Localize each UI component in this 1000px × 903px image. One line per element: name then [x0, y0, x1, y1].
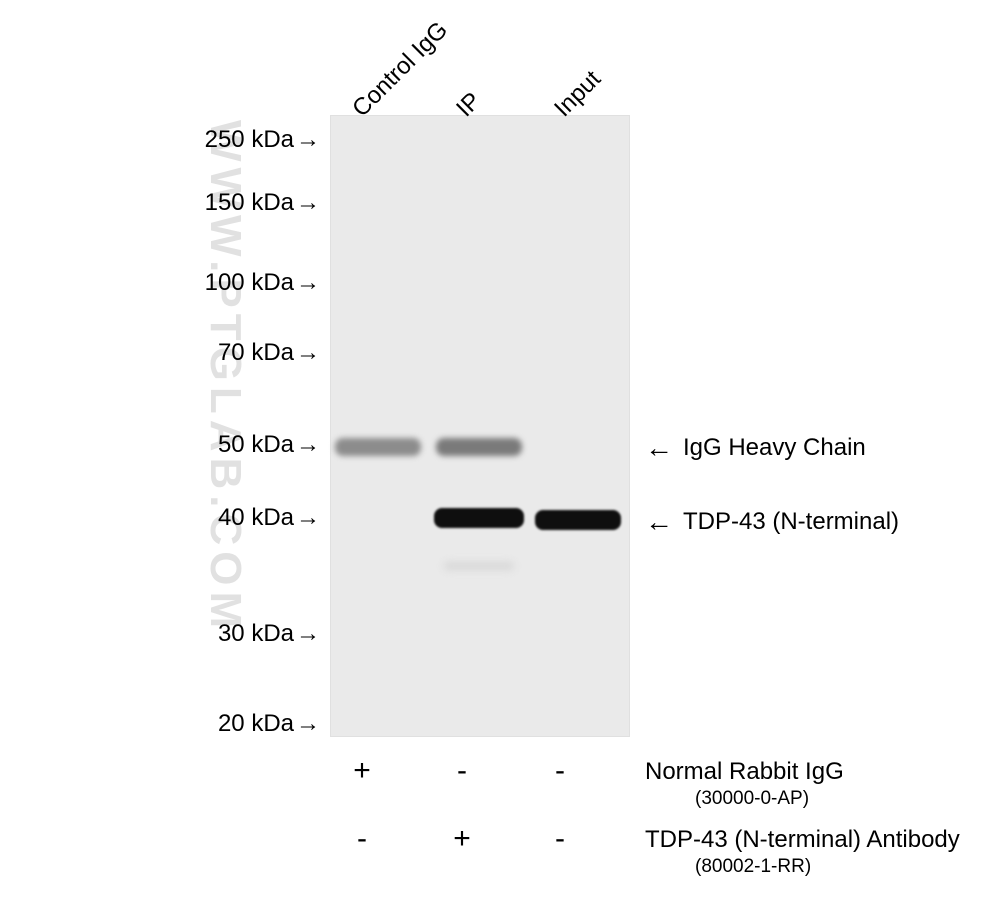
lane-label: Control IgG [347, 16, 454, 123]
mw-marker-label: 70 kDa→ [170, 339, 320, 367]
blot-band [434, 508, 524, 528]
band-annotation: ←IgG Heavy Chain [645, 432, 866, 464]
condition-sign: - [442, 754, 482, 788]
mw-marker-label: 150 kDa→ [170, 189, 320, 217]
blot-band [444, 562, 514, 570]
mw-marker-label: 20 kDa→ [170, 710, 320, 738]
condition-sign: - [540, 822, 580, 856]
mw-marker-label: 50 kDa→ [170, 431, 320, 459]
condition-sublabel: (30000-0-AP) [695, 788, 809, 810]
blot-band [535, 510, 621, 530]
blot-membrane [330, 115, 630, 737]
condition-sign: - [540, 754, 580, 788]
mw-marker-label: 250 kDa→ [170, 126, 320, 154]
condition-sign: + [342, 754, 382, 788]
condition-label: Normal Rabbit IgG [645, 758, 844, 786]
arrow-left-icon: ← [645, 432, 673, 464]
mw-marker-label: 40 kDa→ [170, 504, 320, 532]
condition-sign: - [342, 822, 382, 856]
mw-marker-label: 100 kDa→ [170, 269, 320, 297]
band-annotation: ←TDP-43 (N-terminal) [645, 506, 899, 538]
blot-band [436, 438, 522, 456]
blot-band [335, 438, 421, 456]
condition-label: TDP-43 (N-terminal) Antibody [645, 826, 960, 854]
condition-sign: + [442, 822, 482, 856]
western-blot-figure: WWW.PTGLAB.COM Control IgGIPInput 250 kD… [0, 0, 1000, 903]
mw-marker-label: 30 kDa→ [170, 620, 320, 648]
arrow-left-icon: ← [645, 506, 673, 538]
condition-sublabel: (80002-1-RR) [695, 856, 811, 878]
